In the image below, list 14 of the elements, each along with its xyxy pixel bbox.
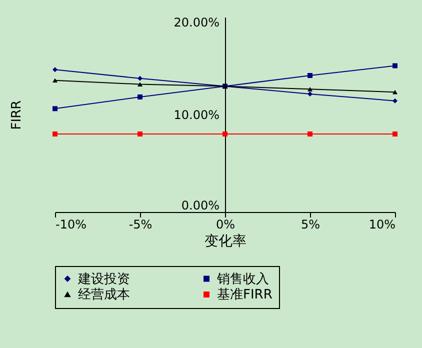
legend-label: 建设投资 <box>77 272 130 287</box>
x-tick-label: -5% <box>128 218 152 232</box>
legend-label: 基准FIRR <box>217 288 272 302</box>
x-tick-label: 10% <box>368 218 396 232</box>
x-tick-label: -10% <box>56 218 87 232</box>
legend-label: 销售收入 <box>216 272 269 287</box>
x-tick-label: 0% <box>216 218 236 232</box>
x-axis-title: 变化率 <box>204 234 246 250</box>
y-tick-label: 0.00% <box>181 198 220 212</box>
y-tick-label: 20.00% <box>174 16 220 30</box>
y-axis-title: FIRR <box>10 100 25 130</box>
legend-label: 经营成本 <box>78 288 130 302</box>
x-tick-label: 5% <box>300 218 320 232</box>
y-tick-label: 10.00% <box>174 108 220 122</box>
